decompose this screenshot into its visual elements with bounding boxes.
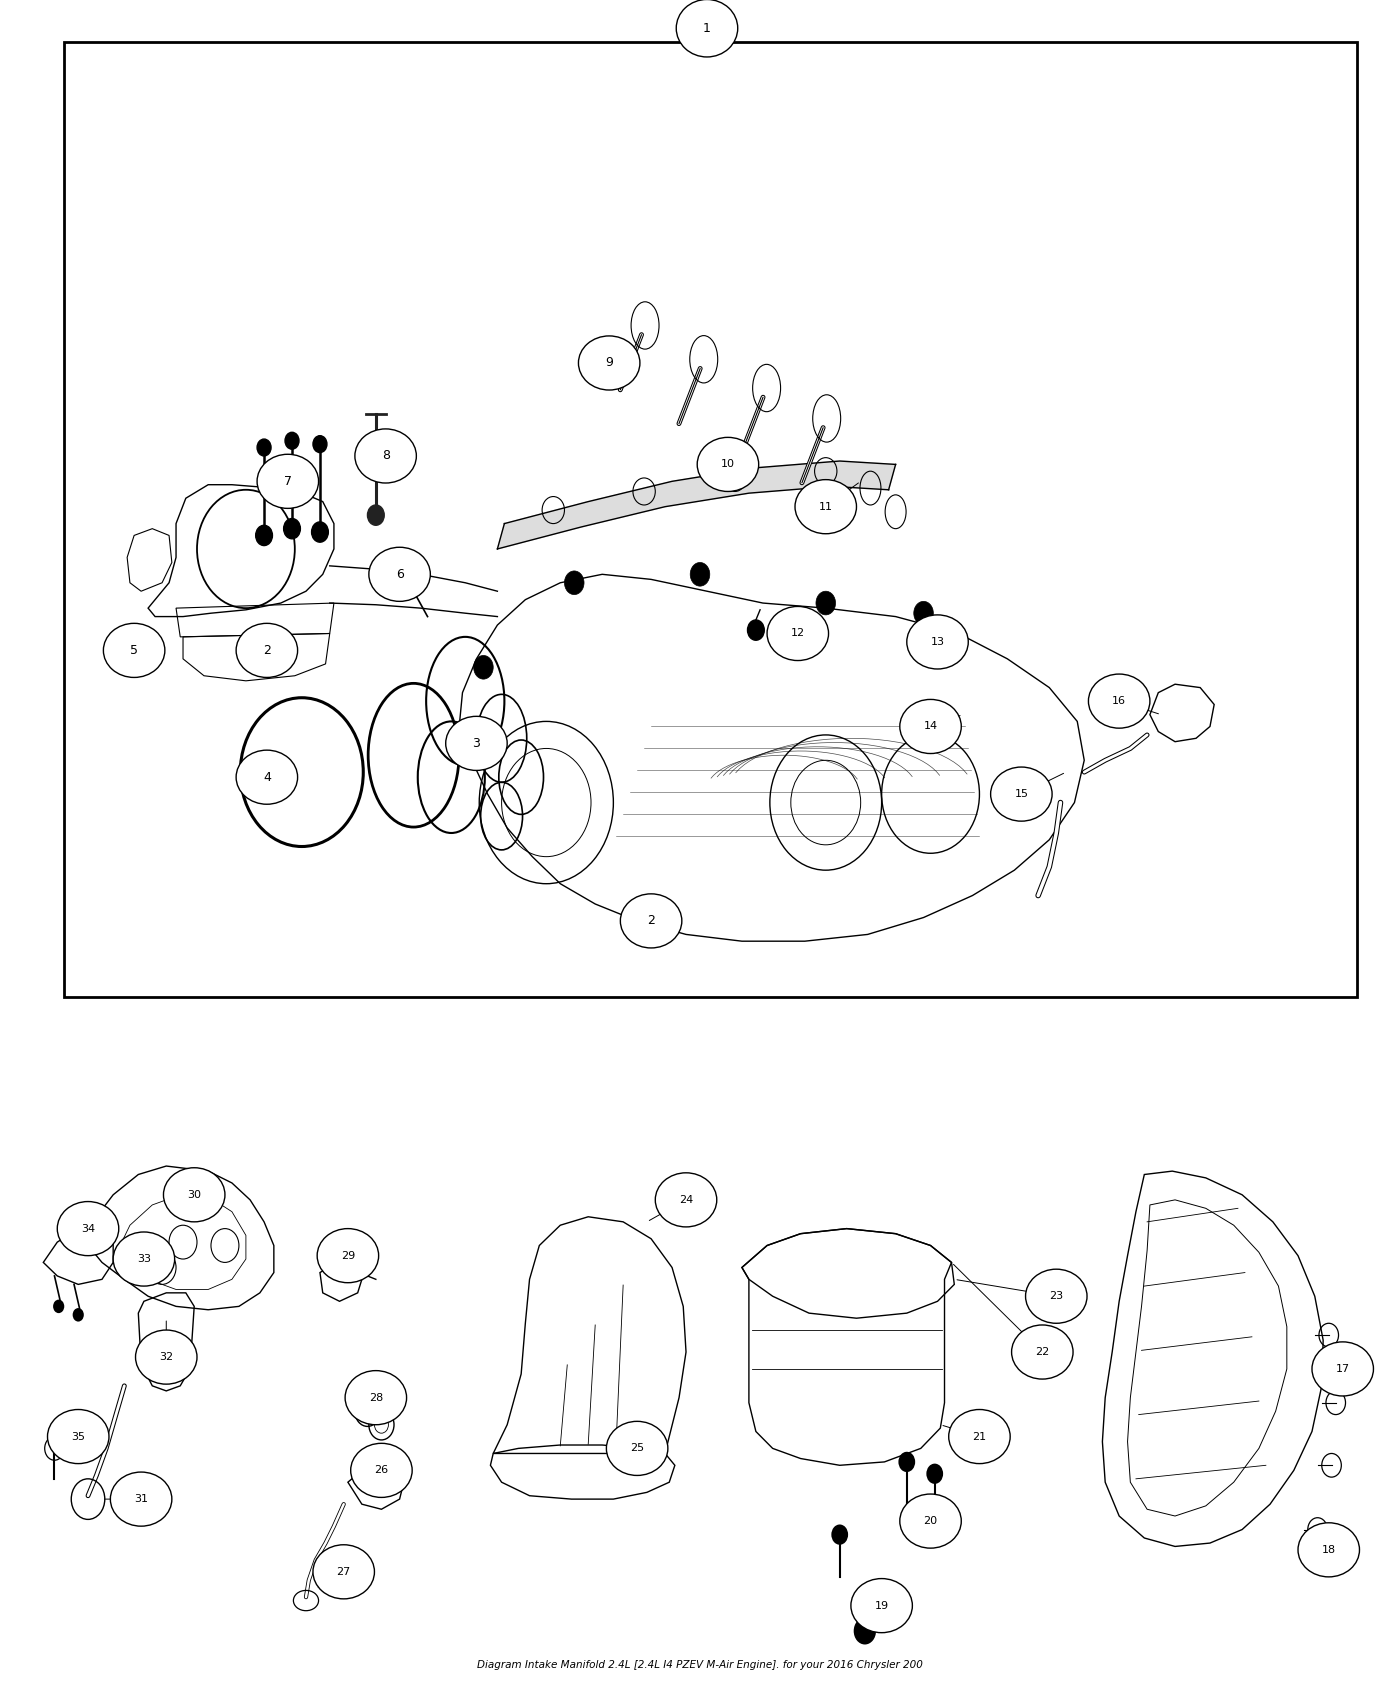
Ellipse shape — [900, 699, 962, 753]
Text: 7: 7 — [284, 474, 291, 488]
Circle shape — [914, 602, 934, 626]
Circle shape — [256, 525, 273, 546]
Bar — [64, 42, 1357, 996]
Text: 8: 8 — [382, 449, 389, 462]
Text: 9: 9 — [605, 357, 613, 369]
Ellipse shape — [851, 1579, 913, 1632]
Text: 31: 31 — [134, 1494, 148, 1504]
Ellipse shape — [354, 428, 416, 483]
Circle shape — [284, 518, 301, 539]
Ellipse shape — [164, 1168, 225, 1222]
Text: Diagram Intake Manifold 2.4L [2.4L I4 PZEV M-Air Engine]. for your 2016 Chrysler: Diagram Intake Manifold 2.4L [2.4L I4 PZ… — [477, 1659, 923, 1669]
Text: 34: 34 — [81, 1224, 95, 1234]
Text: 29: 29 — [340, 1251, 356, 1261]
Ellipse shape — [795, 479, 857, 534]
Circle shape — [473, 656, 493, 678]
Ellipse shape — [237, 624, 298, 677]
Text: 27: 27 — [336, 1567, 351, 1578]
Ellipse shape — [1298, 1523, 1359, 1578]
Text: 30: 30 — [188, 1190, 202, 1200]
Ellipse shape — [318, 1229, 378, 1284]
Text: 12: 12 — [791, 629, 805, 639]
Text: 25: 25 — [630, 1443, 644, 1454]
Circle shape — [832, 1525, 848, 1545]
Ellipse shape — [48, 1409, 109, 1464]
Text: 22: 22 — [1035, 1346, 1050, 1357]
Ellipse shape — [57, 1202, 119, 1256]
Text: 10: 10 — [721, 459, 735, 469]
Text: 28: 28 — [368, 1392, 384, 1402]
Circle shape — [816, 592, 836, 615]
Text: 26: 26 — [374, 1465, 388, 1476]
Circle shape — [314, 435, 328, 452]
Text: 20: 20 — [924, 1516, 938, 1527]
Ellipse shape — [314, 1545, 374, 1600]
Ellipse shape — [676, 0, 738, 58]
Ellipse shape — [1088, 675, 1149, 728]
Circle shape — [564, 571, 584, 595]
Polygon shape — [497, 461, 896, 549]
Text: 23: 23 — [1049, 1292, 1064, 1300]
Ellipse shape — [258, 454, 319, 508]
Ellipse shape — [655, 1173, 717, 1227]
Text: 15: 15 — [1015, 789, 1029, 799]
Text: 21: 21 — [973, 1431, 987, 1442]
Circle shape — [690, 563, 710, 586]
Ellipse shape — [368, 547, 430, 602]
Text: 32: 32 — [160, 1352, 174, 1362]
Circle shape — [854, 1617, 876, 1644]
Circle shape — [748, 620, 764, 641]
Circle shape — [53, 1299, 64, 1312]
Text: 13: 13 — [931, 638, 945, 648]
Text: 14: 14 — [924, 721, 938, 731]
Ellipse shape — [350, 1443, 412, 1498]
Circle shape — [367, 505, 384, 525]
Text: 3: 3 — [473, 736, 480, 750]
Text: 4: 4 — [263, 770, 270, 784]
Ellipse shape — [1026, 1270, 1086, 1323]
Circle shape — [258, 439, 272, 456]
Text: 17: 17 — [1336, 1363, 1350, 1374]
Circle shape — [312, 522, 329, 542]
Ellipse shape — [697, 437, 759, 491]
Ellipse shape — [113, 1232, 175, 1287]
Ellipse shape — [900, 1494, 962, 1549]
Ellipse shape — [767, 607, 829, 661]
Ellipse shape — [1012, 1324, 1072, 1379]
Text: 2: 2 — [647, 915, 655, 928]
Ellipse shape — [1312, 1341, 1373, 1396]
Ellipse shape — [907, 615, 969, 670]
Text: 19: 19 — [875, 1601, 889, 1610]
Ellipse shape — [606, 1421, 668, 1476]
Text: 11: 11 — [819, 502, 833, 512]
Text: 24: 24 — [679, 1195, 693, 1205]
Ellipse shape — [445, 716, 507, 770]
Text: 2: 2 — [263, 644, 270, 656]
Text: 33: 33 — [137, 1255, 151, 1265]
Text: 18: 18 — [1322, 1545, 1336, 1556]
Text: 6: 6 — [396, 568, 403, 581]
Ellipse shape — [111, 1472, 172, 1527]
Circle shape — [899, 1452, 916, 1472]
Text: 1: 1 — [703, 22, 711, 34]
Ellipse shape — [237, 750, 298, 804]
Circle shape — [73, 1307, 84, 1321]
Text: 35: 35 — [71, 1431, 85, 1442]
Circle shape — [286, 432, 300, 449]
Ellipse shape — [620, 894, 682, 949]
Ellipse shape — [136, 1329, 197, 1384]
Ellipse shape — [578, 337, 640, 389]
Circle shape — [927, 1464, 944, 1484]
Text: 16: 16 — [1112, 695, 1126, 706]
Ellipse shape — [991, 767, 1053, 821]
Ellipse shape — [346, 1370, 406, 1425]
Text: 5: 5 — [130, 644, 139, 656]
Ellipse shape — [104, 624, 165, 677]
Ellipse shape — [949, 1409, 1011, 1464]
